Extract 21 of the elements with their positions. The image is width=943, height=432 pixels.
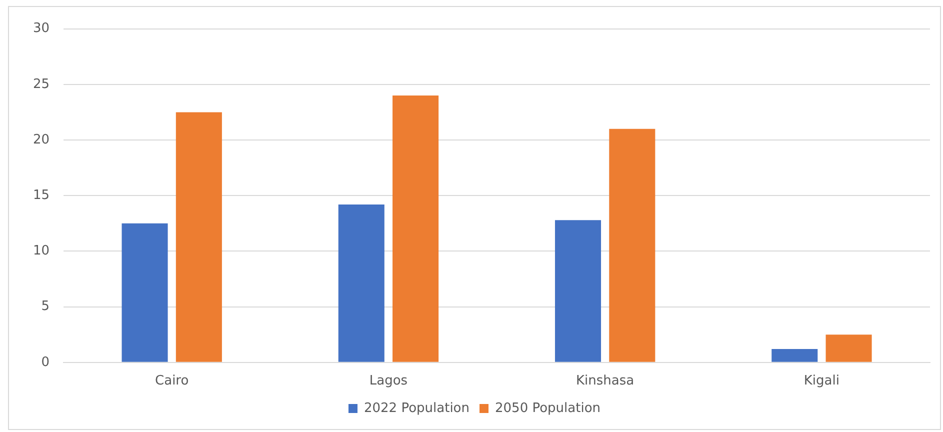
legend-label: 2050 Population <box>495 400 601 416</box>
bar <box>176 112 222 362</box>
legend-label: 2022 Population <box>364 400 470 416</box>
bar <box>392 96 439 362</box>
bar <box>122 223 168 362</box>
x-tick-label: Kinshasa <box>576 374 634 389</box>
y-tick-label: 15 <box>32 188 50 203</box>
bar <box>554 220 602 362</box>
x-tick-label: Kigali <box>804 374 840 389</box>
bar <box>338 204 384 362</box>
y-tick-label: 30 <box>32 21 50 36</box>
y-tick-label: 20 <box>32 132 50 148</box>
bar <box>826 334 872 362</box>
bar <box>609 128 656 362</box>
y-tick-label: 10 <box>32 244 50 259</box>
x-tick-label: Lagos <box>369 374 408 389</box>
y-tick-label: 5 <box>41 299 50 314</box>
y-tick-label: 0 <box>41 354 50 370</box>
y-tick-label: 25 <box>32 76 50 92</box>
x-tick-label: Cairo <box>155 374 189 389</box>
bar <box>772 349 818 362</box>
